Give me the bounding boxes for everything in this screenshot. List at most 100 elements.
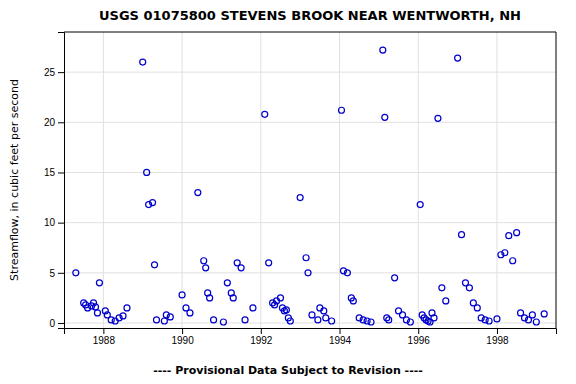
y-axis: 0 5 10 15 20 25 bbox=[44, 33, 65, 329]
point bbox=[380, 47, 386, 53]
x-grid-line bbox=[418, 32, 419, 328]
point bbox=[73, 270, 79, 276]
y-tick-label: 20 bbox=[44, 117, 56, 128]
y-grid-line bbox=[64, 172, 556, 173]
point bbox=[360, 317, 366, 323]
y-grid-line bbox=[64, 72, 556, 73]
point bbox=[167, 314, 173, 320]
x-axis-line bbox=[65, 329, 557, 335]
point bbox=[321, 308, 327, 314]
y-tick-label: 0 bbox=[49, 318, 55, 329]
point bbox=[344, 270, 350, 276]
point bbox=[96, 280, 102, 286]
y-tick-label: 5 bbox=[49, 268, 55, 279]
grid bbox=[64, 32, 556, 328]
y-tick-label: 15 bbox=[44, 167, 56, 178]
point bbox=[435, 115, 441, 121]
y-axis-label: Streamflow, in cubic feet per second bbox=[8, 79, 21, 281]
frame-top bbox=[64, 32, 556, 33]
title: USGS 01075800 STEVENS BROOK NEAR WENTWOR… bbox=[99, 8, 521, 23]
x-tick-mark bbox=[340, 328, 341, 334]
y-tick: 10 bbox=[44, 217, 64, 228]
points bbox=[73, 47, 547, 325]
point bbox=[201, 258, 207, 264]
point bbox=[392, 275, 398, 281]
x-tick-mark bbox=[103, 328, 104, 334]
point bbox=[494, 316, 500, 322]
point bbox=[250, 305, 256, 311]
point bbox=[315, 317, 321, 323]
point bbox=[382, 114, 388, 120]
point bbox=[305, 270, 311, 276]
point bbox=[161, 318, 167, 324]
point bbox=[230, 295, 236, 301]
x-tick-mark bbox=[261, 328, 262, 334]
x-tick-mark bbox=[497, 328, 498, 334]
point bbox=[211, 317, 217, 323]
point bbox=[242, 317, 248, 323]
y-axis-line bbox=[58, 33, 65, 329]
x-grid-line bbox=[339, 32, 340, 328]
point bbox=[529, 312, 535, 318]
chart: 1988199019921994199619980510152025USGS 0… bbox=[0, 0, 576, 384]
point bbox=[108, 317, 114, 323]
y-tick: 0 bbox=[49, 318, 64, 329]
point bbox=[459, 232, 465, 238]
point bbox=[266, 260, 272, 266]
point bbox=[474, 305, 480, 311]
point bbox=[179, 292, 185, 298]
y-tick-mark bbox=[58, 223, 64, 224]
point bbox=[364, 318, 370, 324]
x-tick-label: 1996 bbox=[408, 335, 431, 346]
point bbox=[514, 230, 520, 236]
x-axis: 198819901992199419961998 bbox=[65, 328, 557, 346]
y-tick-label: 25 bbox=[44, 67, 56, 78]
point bbox=[541, 311, 547, 317]
y-tick-mark bbox=[58, 273, 64, 274]
point bbox=[153, 317, 159, 323]
y-grid-line bbox=[64, 322, 556, 323]
point bbox=[277, 295, 283, 301]
point bbox=[144, 169, 150, 175]
point bbox=[203, 265, 209, 271]
point bbox=[150, 200, 156, 206]
x-tick: 1994 bbox=[329, 328, 352, 346]
y-tick: 25 bbox=[44, 67, 64, 78]
point bbox=[386, 317, 392, 323]
point bbox=[439, 285, 445, 291]
x-tick-mark bbox=[418, 328, 419, 334]
point bbox=[482, 317, 488, 323]
x-grid-line bbox=[496, 32, 497, 328]
x-tick: 1992 bbox=[250, 328, 273, 346]
point bbox=[238, 265, 244, 271]
plot-area: 1988199019921994199619980510152025 bbox=[44, 32, 557, 346]
point bbox=[407, 319, 413, 325]
point bbox=[92, 304, 98, 310]
point bbox=[486, 318, 492, 324]
x-tick: 1998 bbox=[486, 328, 509, 346]
point bbox=[224, 280, 230, 286]
x-tick-label: 1992 bbox=[250, 335, 273, 346]
point bbox=[466, 285, 472, 291]
x-grid-line bbox=[260, 32, 261, 328]
y-tick: 20 bbox=[44, 117, 64, 128]
point bbox=[94, 310, 100, 316]
x-tick-label: 1994 bbox=[329, 335, 352, 346]
y-grid-line bbox=[64, 122, 556, 123]
point bbox=[220, 319, 226, 325]
point bbox=[443, 298, 449, 304]
point bbox=[417, 202, 423, 208]
y-tick-label: 10 bbox=[44, 217, 56, 228]
point bbox=[533, 319, 539, 325]
point bbox=[502, 250, 508, 256]
x-tick-label: 1988 bbox=[93, 335, 116, 346]
point bbox=[207, 295, 213, 301]
y-tick-mark bbox=[58, 323, 64, 324]
point bbox=[309, 312, 315, 318]
point bbox=[510, 258, 516, 264]
point bbox=[368, 319, 374, 325]
x-tick: 1988 bbox=[93, 328, 116, 346]
frame-right bbox=[556, 32, 557, 328]
y-grid-line bbox=[64, 222, 556, 223]
point bbox=[124, 305, 130, 311]
